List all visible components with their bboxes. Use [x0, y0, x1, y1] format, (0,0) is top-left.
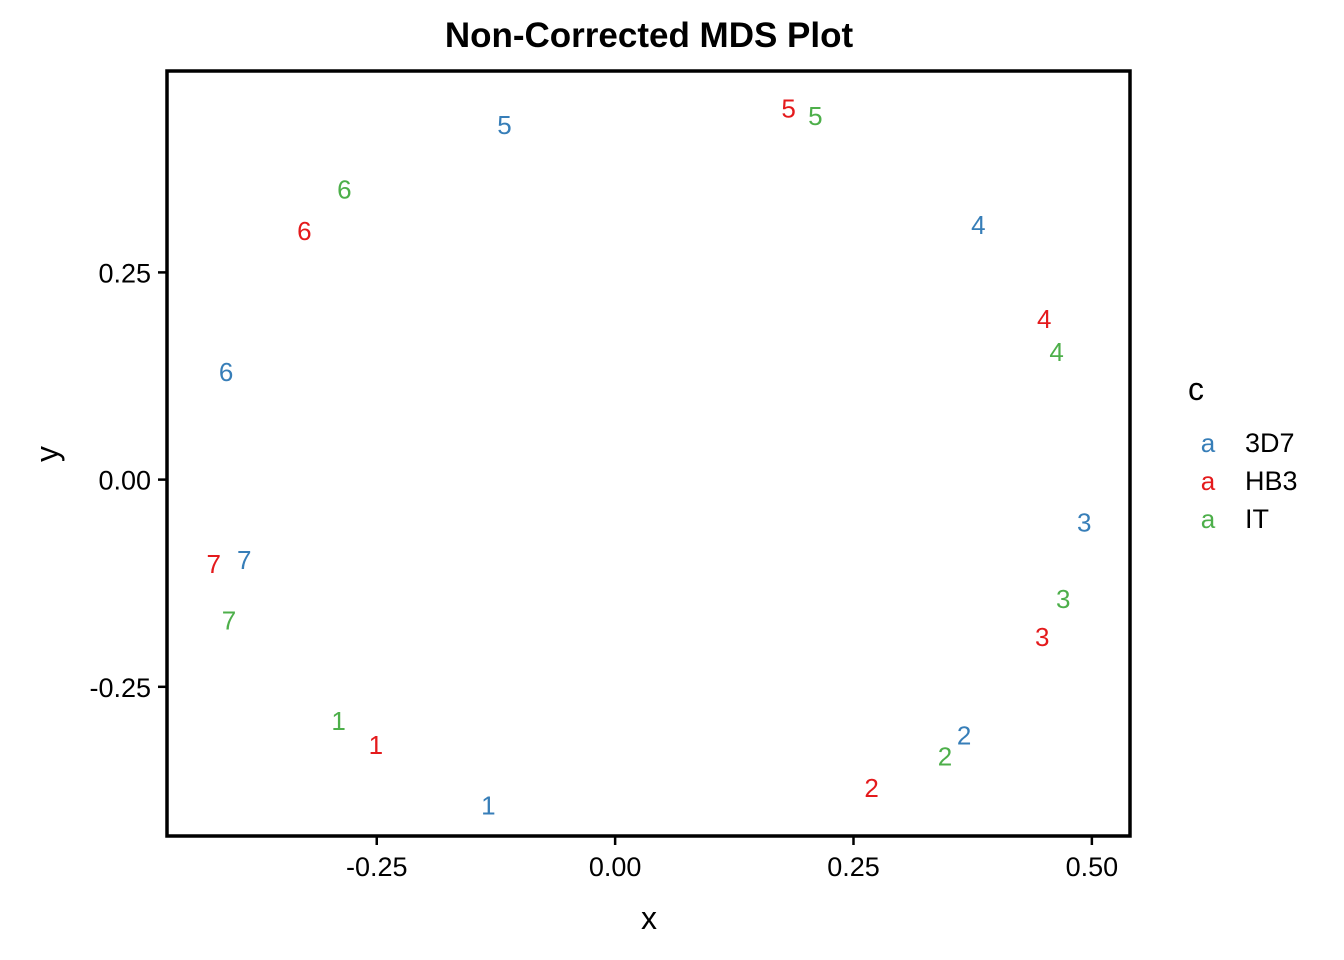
point-label-hb3-2: 2 — [864, 773, 878, 803]
legend-key-3d7: a — [1201, 428, 1216, 458]
point-label-3d7-5: 5 — [497, 110, 511, 140]
point-label-it-7: 7 — [222, 606, 236, 636]
legend-title: c — [1188, 371, 1204, 407]
y-tick-label: -0.25 — [89, 673, 151, 703]
point-label-hb3-3: 3 — [1035, 622, 1049, 652]
legend-key-it: a — [1201, 504, 1216, 534]
data-points: 1 2 3 4 5 6 7 1 2 3 4 5 6 7 1 2 3 4 5 6 7 — [206, 93, 1091, 820]
legend-label-3d7: 3D7 — [1245, 428, 1295, 458]
point-label-it-2: 2 — [938, 741, 952, 771]
chart-title: Non-Corrected MDS Plot — [445, 16, 854, 55]
y-tick-label: 0.25 — [98, 258, 151, 288]
y-axis: -0.25 0.00 0.25 — [89, 258, 167, 703]
point-label-it-5: 5 — [808, 101, 822, 131]
point-label-3d7-1: 1 — [481, 790, 495, 820]
legend-items: a 3D7 a HB3 a IT — [1201, 428, 1298, 534]
legend: c a 3D7 a HB3 a IT — [1188, 371, 1298, 534]
point-label-3d7-7: 7 — [237, 545, 251, 575]
point-label-it-4: 4 — [1049, 337, 1063, 367]
point-label-hb3-4: 4 — [1037, 304, 1051, 334]
legend-label-hb3: HB3 — [1245, 466, 1298, 496]
point-label-3d7-4: 4 — [971, 210, 985, 240]
y-tick-label: 0.00 — [98, 466, 151, 496]
point-label-it-3: 3 — [1056, 584, 1070, 614]
point-label-hb3-6: 6 — [297, 216, 311, 246]
legend-label-it: IT — [1245, 504, 1269, 534]
point-label-hb3-5: 5 — [781, 93, 795, 123]
point-label-it-1: 1 — [331, 706, 345, 736]
point-label-hb3-1: 1 — [369, 730, 383, 760]
point-label-3d7-3: 3 — [1077, 508, 1091, 538]
x-axis-title: x — [641, 900, 657, 936]
x-tick-label: -0.25 — [346, 852, 408, 882]
x-tick-label: 0.00 — [589, 852, 642, 882]
y-axis-title: y — [29, 446, 65, 462]
point-label-3d7-6: 6 — [219, 357, 233, 387]
x-tick-label: 0.25 — [827, 852, 880, 882]
legend-key-hb3: a — [1201, 466, 1216, 496]
point-label-3d7-2: 2 — [957, 721, 971, 751]
x-axis: -0.25 0.00 0.25 0.50 — [346, 836, 1118, 882]
point-label-it-6: 6 — [337, 175, 351, 205]
x-tick-label: 0.50 — [1066, 852, 1119, 882]
plot-panel — [165, 69, 1132, 838]
point-label-hb3-7: 7 — [206, 549, 220, 579]
